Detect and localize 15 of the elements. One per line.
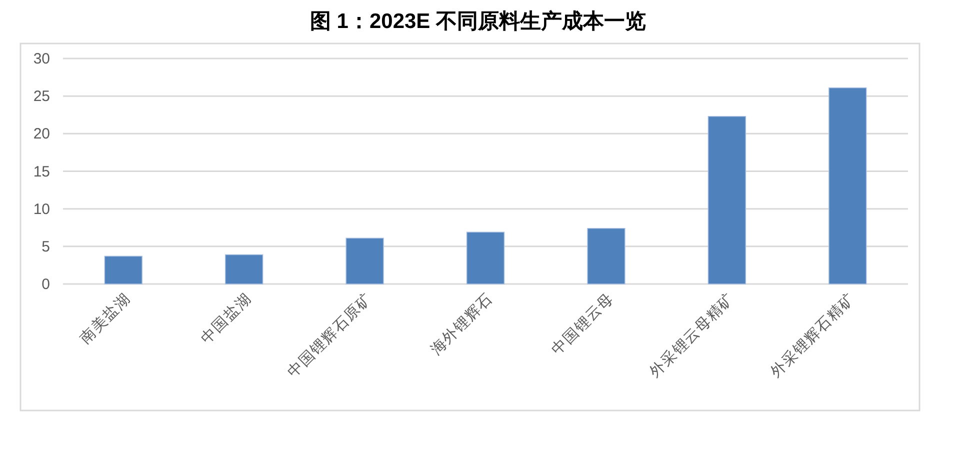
y-tick-label: 5	[42, 238, 50, 256]
x-tick-label: 中国锂云母	[548, 290, 618, 358]
x-tick-label: 中国盐湖	[198, 290, 255, 348]
y-tick-label: 10	[33, 200, 50, 218]
x-tick-label: 外采锂云母精矿	[646, 290, 738, 382]
y-tick-label: 30	[33, 50, 50, 68]
x-tick-label: 海外锂辉石	[428, 290, 496, 358]
x-tick-label: 南美盐湖	[76, 290, 134, 348]
y-tick-label: 20	[33, 126, 50, 143]
y-tick-label: 15	[33, 163, 50, 180]
y-tick-label: 0	[42, 276, 50, 293]
title: 图 1：2023E 不同原料生产成本一览	[310, 10, 646, 33]
x-tick-label: 外采锂辉石精矿	[767, 290, 858, 382]
y-tick-label: 25	[33, 88, 50, 106]
x-tick-label: 中国锂辉石原矿	[284, 290, 376, 382]
